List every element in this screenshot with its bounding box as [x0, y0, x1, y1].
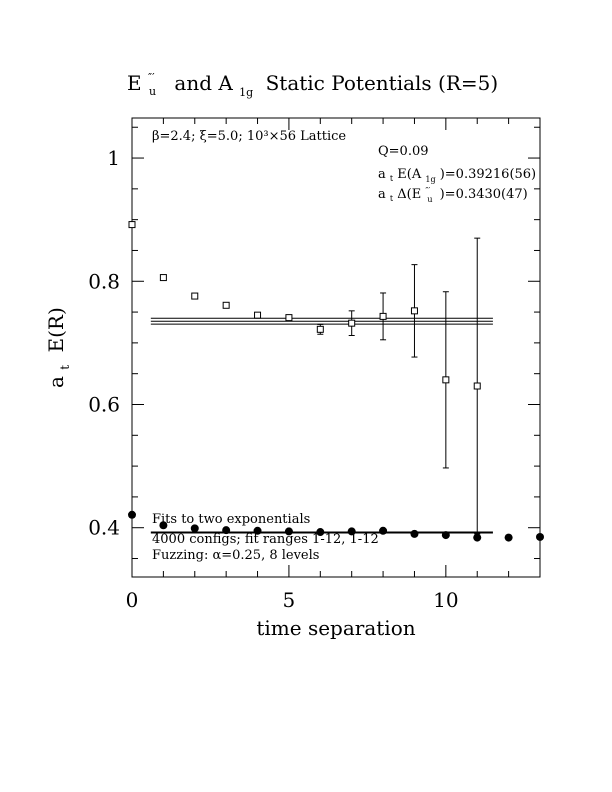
data-point-circle: [536, 532, 544, 541]
title-rest: Static Potentials (R=5): [266, 71, 499, 95]
y-axis-label: a t E(R): [44, 307, 74, 388]
annotation-eu-gap: a t Δ(E ″′ u )=0.3430(47): [378, 182, 528, 206]
data-point-circle: [347, 527, 356, 536]
annotation-fuzzing: Fuzzing: α=0.25, 8 levels: [152, 548, 319, 563]
eu-mid: Δ(E: [397, 187, 421, 202]
plot-frame: [131, 117, 541, 578]
data-point-square: [316, 325, 324, 333]
annotation-fits: Fits to two exponentials: [152, 512, 310, 527]
eu-sub-u: u: [427, 195, 432, 204]
x-tick-label: 10: [433, 588, 458, 612]
data-point-circle: [504, 533, 513, 542]
ticks-layer: [131, 118, 541, 577]
x-axis-label: time separation: [256, 616, 415, 640]
error-bar-layer: [317, 237, 481, 535]
data-point-square: [285, 314, 293, 322]
y-tick-label: 1: [107, 146, 120, 170]
data-point-square: [128, 221, 136, 229]
chart-title: E ″′ u and A 1g Static Potentials (R=5): [127, 62, 498, 101]
x-tick-label: 0: [126, 588, 139, 612]
tick-label-layer: 0 5 10 0.4 0.6 0.8 1: [88, 146, 458, 612]
data-point-square: [442, 376, 450, 384]
title-sym1-sup: ″′: [148, 71, 155, 84]
data-point-square: [379, 312, 387, 320]
annotation-lattice: β=2.4; ξ=5.0; 10³×56 Lattice: [152, 129, 346, 144]
data-point-square: [191, 292, 199, 300]
y-tick-label: 0.4: [88, 516, 120, 540]
data-point-square: [348, 319, 356, 327]
data-point-square: [410, 307, 418, 315]
a1g-sub-t: t: [390, 174, 394, 183]
data-point-circle: [222, 526, 231, 535]
title-sym1: E: [127, 71, 142, 95]
marker-layer: [128, 221, 544, 542]
a1g-sub-1g: 1g: [425, 175, 435, 184]
a1g-mid: E(A: [397, 167, 422, 182]
eu-sup: ″′: [425, 186, 430, 195]
data-point-circle: [128, 510, 136, 519]
data-point-square: [159, 274, 167, 282]
fit-layer: [150, 317, 493, 534]
annotation-q: Q=0.09: [378, 144, 429, 159]
annotation-a1g-energy: a t E(A 1g )=0.39216(56): [378, 167, 536, 186]
data-point-circle: [316, 528, 325, 537]
data-point-circle: [190, 524, 199, 533]
data-point-circle: [473, 533, 482, 542]
title-sym1-sub: u: [149, 85, 156, 98]
y-label-a: a: [44, 376, 68, 388]
a1g-prefix: a: [378, 167, 386, 182]
data-point-circle: [159, 521, 168, 530]
y-tick-label: 0.8: [88, 269, 120, 293]
title-mid: and A: [174, 71, 233, 95]
eu-sub-t: t: [390, 194, 394, 203]
title-sym2-sub: 1g: [239, 86, 253, 99]
y-label-rest: E(R): [44, 307, 68, 352]
data-point-circle: [253, 526, 262, 535]
x-tick-label: 5: [283, 588, 296, 612]
data-point-circle: [410, 529, 419, 538]
eu-value: )=0.3430(47): [440, 187, 528, 202]
data-point-square: [473, 382, 481, 390]
y-label-sub: t: [58, 365, 72, 370]
data-point-circle: [284, 527, 293, 536]
data-point-circle: [379, 526, 388, 535]
annotation-configs: 4000 configs; fit ranges 1-12, 1-12: [152, 532, 379, 547]
a1g-value: )=0.39216(56): [440, 167, 536, 182]
eu-prefix: a: [378, 187, 386, 202]
y-tick-label: 0.6: [88, 392, 120, 416]
data-point-square: [254, 311, 262, 319]
data-point-square: [222, 301, 230, 309]
data-point-circle: [441, 531, 450, 540]
